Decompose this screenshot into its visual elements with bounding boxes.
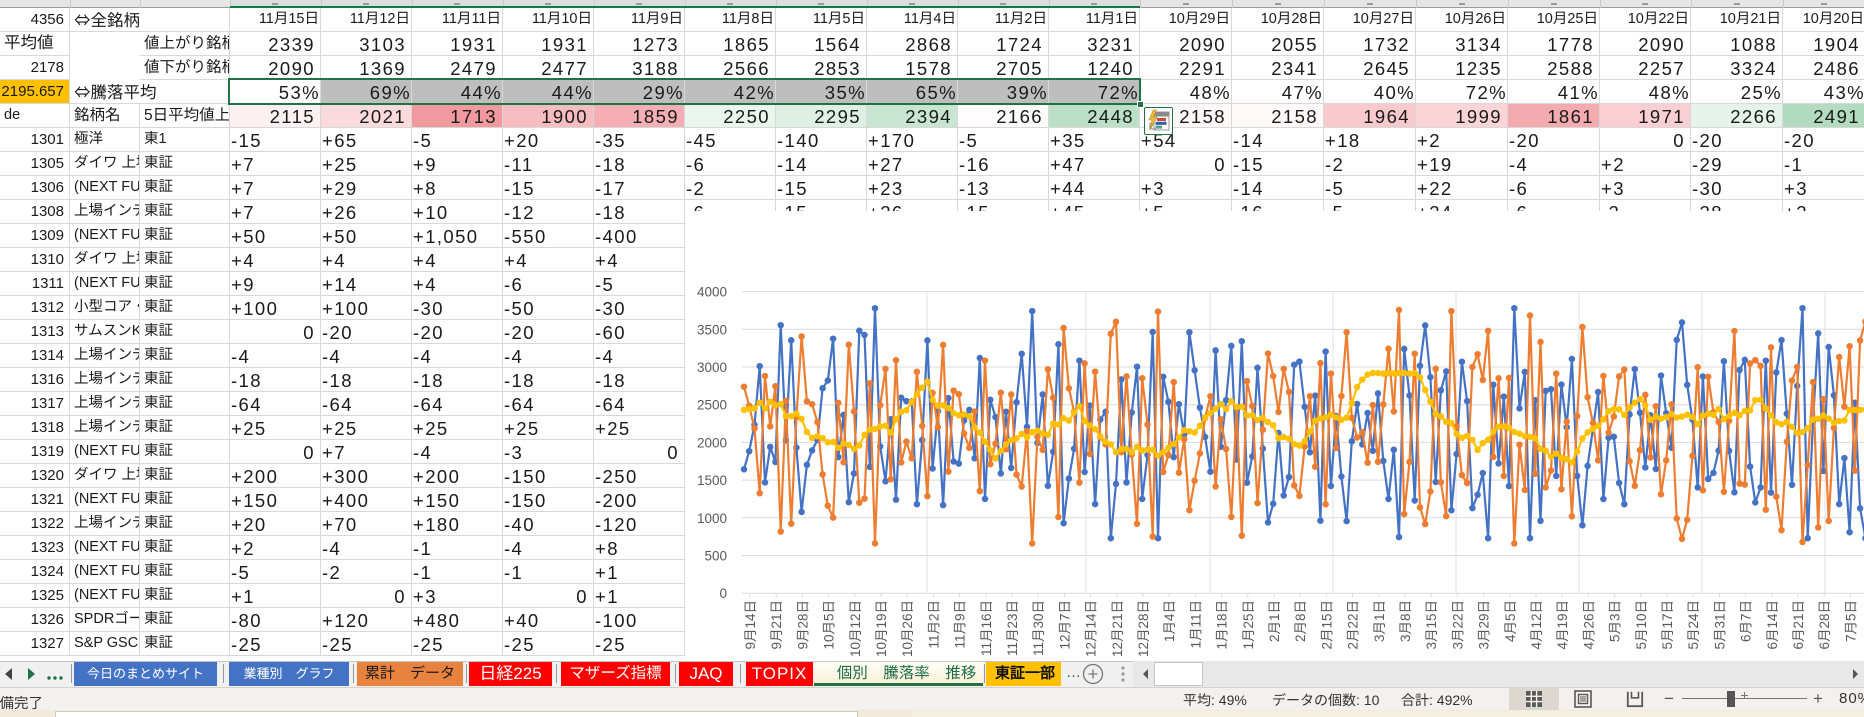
svg-text:4月19日: 4月19日 — [1555, 600, 1570, 650]
svg-text:10月26日: 10月26日 — [900, 600, 915, 657]
svg-text:3500: 3500 — [697, 322, 727, 337]
svg-text:5月17日: 5月17日 — [1660, 600, 1675, 650]
svg-text:11月30日: 11月30日 — [1031, 600, 1046, 656]
svg-text:500: 500 — [704, 549, 727, 564]
svg-text:3月8日: 3月8日 — [1398, 600, 1413, 642]
svg-text:1月25日: 1月25日 — [1241, 600, 1256, 650]
svg-text:7月5日: 7月5日 — [1843, 600, 1858, 642]
svg-text:2月22日: 2月22日 — [1346, 600, 1361, 650]
svg-text:1月18日: 1月18日 — [1215, 600, 1230, 650]
svg-text:5月24日: 5月24日 — [1686, 600, 1701, 650]
svg-text:4000: 4000 — [697, 285, 727, 300]
svg-text:6月21日: 6月21日 — [1791, 600, 1806, 650]
svg-text:1000: 1000 — [697, 511, 727, 526]
svg-text:2月1日: 2月1日 — [1267, 600, 1282, 642]
svg-text:0: 0 — [719, 586, 727, 601]
svg-text:6月28日: 6月28日 — [1817, 600, 1832, 650]
svg-text:12月28日: 12月28日 — [1136, 600, 1151, 657]
svg-text:9月28日: 9月28日 — [795, 600, 810, 650]
svg-text:6月14日: 6月14日 — [1765, 600, 1780, 650]
svg-text:5月31日: 5月31日 — [1712, 600, 1727, 650]
svg-text:2月15日: 2月15日 — [1319, 600, 1334, 650]
svg-text:2500: 2500 — [697, 398, 727, 413]
svg-text:12月7日: 12月7日 — [1057, 600, 1072, 650]
svg-text:2月8日: 2月8日 — [1293, 600, 1308, 642]
svg-text:11月16日: 11月16日 — [979, 600, 994, 656]
svg-text:3月29日: 3月29日 — [1477, 600, 1492, 650]
svg-text:11月23日: 11月23日 — [1005, 600, 1020, 656]
svg-text:11月2日: 11月2日 — [926, 600, 941, 649]
svg-text:10月12日: 10月12日 — [848, 600, 863, 657]
svg-text:2000: 2000 — [697, 435, 727, 450]
svg-text:3月1日: 3月1日 — [1372, 600, 1387, 642]
svg-text:10月5日: 10月5日 — [822, 600, 837, 650]
svg-text:5月3日: 5月3日 — [1608, 600, 1623, 642]
svg-text:3000: 3000 — [697, 360, 727, 375]
svg-text:5月10日: 5月10日 — [1634, 600, 1649, 650]
svg-text:3月15日: 3月15日 — [1424, 600, 1439, 650]
svg-text:1500: 1500 — [697, 473, 727, 488]
svg-text:12月14日: 12月14日 — [1084, 600, 1099, 657]
svg-text:10月19日: 10月19日 — [874, 600, 889, 657]
svg-text:6月7日: 6月7日 — [1739, 600, 1754, 642]
svg-text:9月21日: 9月21日 — [769, 600, 784, 650]
svg-text:3月22日: 3月22日 — [1450, 600, 1465, 650]
svg-text:1月11日: 1月11日 — [1188, 600, 1203, 649]
svg-text:11月9日: 11月9日 — [953, 600, 968, 649]
svg-text:4月5日: 4月5日 — [1503, 600, 1518, 642]
svg-text:4月12日: 4月12日 — [1529, 600, 1544, 650]
svg-text:9月14日: 9月14日 — [743, 600, 758, 650]
svg-text:12月21日: 12月21日 — [1110, 600, 1125, 657]
svg-text:1月4日: 1月4日 — [1162, 600, 1177, 642]
svg-text:4月26日: 4月26日 — [1581, 600, 1596, 650]
